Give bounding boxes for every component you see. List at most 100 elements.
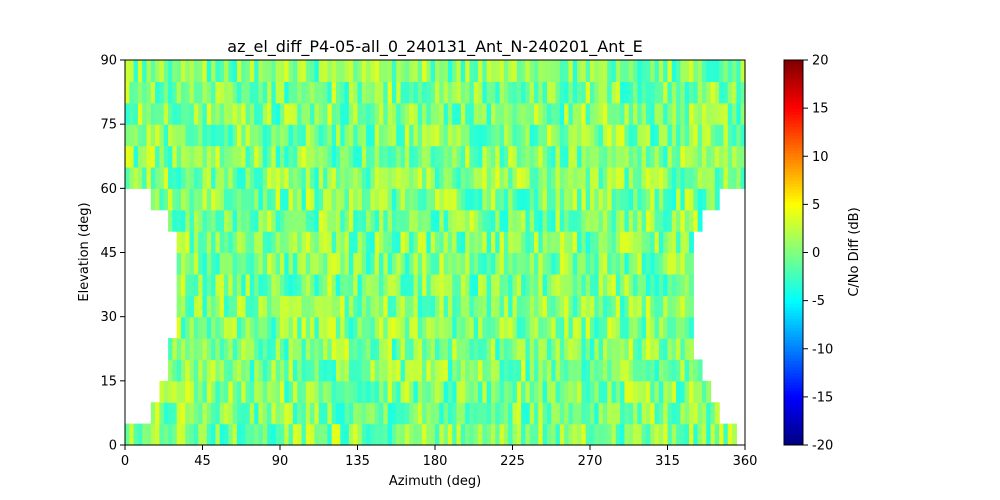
heatmap-cell	[366, 145, 372, 168]
heatmap-cell	[254, 380, 260, 403]
heatmap-cell	[374, 316, 380, 339]
heatmap-cell	[637, 188, 643, 211]
heatmap-cell	[499, 295, 505, 318]
heatmap-cell	[624, 338, 630, 361]
heatmap-cell	[546, 231, 552, 254]
heatmap-cell	[508, 380, 514, 403]
heatmap-cell	[422, 423, 427, 446]
heatmap-cell	[284, 231, 290, 254]
heatmap-cell	[624, 124, 630, 147]
heatmap-cell	[249, 359, 255, 382]
heatmap-cell	[590, 60, 595, 82]
heatmap-cell	[671, 273, 677, 296]
heatmap-cell	[555, 166, 561, 189]
heatmap-cell	[254, 166, 260, 189]
heatmap-cell	[633, 102, 638, 125]
heatmap-cell	[456, 188, 462, 211]
heatmap-cell	[305, 423, 311, 446]
heatmap-cell	[396, 81, 402, 104]
heatmap-cell	[551, 380, 557, 403]
heatmap-cell	[447, 252, 453, 275]
heatmap-cell	[219, 295, 225, 318]
heatmap-cell	[680, 402, 686, 425]
heatmap-cell	[572, 60, 578, 82]
heatmap-cell	[633, 423, 638, 446]
heatmap-cell	[581, 209, 587, 232]
heatmap-cell	[249, 145, 255, 168]
heatmap-cell	[710, 124, 716, 147]
heatmap-cell	[546, 145, 552, 168]
heatmap-cell	[314, 295, 320, 318]
heatmap-cell	[568, 145, 574, 168]
heatmap-cell	[206, 252, 212, 275]
heatmap-cell	[219, 209, 225, 232]
heatmap-cell	[383, 252, 389, 275]
heatmap-cell	[671, 124, 677, 147]
heatmap-cell	[379, 423, 384, 446]
heatmap-cell	[249, 231, 255, 254]
heatmap-cell	[486, 209, 492, 232]
colorbar-segment	[784, 387, 803, 392]
heatmap-cell	[168, 402, 173, 425]
heatmap-cell	[344, 295, 350, 318]
heatmap-cell	[710, 423, 716, 446]
heatmap-cell	[241, 102, 247, 125]
heatmap-cell	[387, 231, 393, 254]
heatmap-cell	[551, 316, 557, 339]
heatmap-cell	[301, 252, 307, 275]
colorbar-segment	[784, 192, 803, 196]
heatmap-cell	[572, 252, 578, 275]
heatmap-cell	[727, 124, 733, 147]
heatmap-cell	[215, 209, 221, 232]
heatmap-cell	[361, 273, 367, 296]
heatmap-cell	[534, 188, 539, 211]
heatmap-cell	[594, 359, 600, 382]
heatmap-cell	[163, 423, 169, 446]
heatmap-cell	[198, 102, 204, 125]
heatmap-cell	[516, 359, 522, 382]
heatmap-cell	[404, 252, 410, 275]
heatmap-cell	[228, 81, 234, 104]
heatmap-cell	[602, 273, 608, 296]
heatmap-cell	[714, 124, 720, 147]
heatmap-cell	[538, 423, 544, 446]
heatmap-cell	[680, 231, 686, 254]
heatmap-cell	[254, 209, 260, 232]
heatmap-cell	[671, 231, 677, 254]
heatmap-cell	[176, 316, 182, 339]
heatmap-cell	[645, 380, 651, 403]
heatmap-cell	[594, 166, 600, 189]
heatmap-cell	[581, 145, 587, 168]
heatmap-cell	[693, 60, 699, 82]
heatmap-cell	[262, 402, 268, 425]
colorbar-segment	[784, 201, 803, 205]
heatmap-cell	[245, 81, 251, 104]
heatmap-cell	[572, 359, 578, 382]
heatmap-cell	[495, 231, 501, 254]
heatmap-cell	[267, 252, 272, 275]
heatmap-cell	[689, 380, 694, 403]
heatmap-cell	[142, 102, 148, 125]
heatmap-cell	[133, 166, 139, 189]
heatmap-cell	[383, 102, 389, 125]
heatmap-cell	[391, 316, 397, 339]
heatmap-cell	[650, 166, 656, 189]
heatmap-cell	[736, 124, 742, 147]
heatmap-cell	[499, 252, 505, 275]
heatmap-cell	[180, 423, 186, 446]
heatmap-cell	[331, 423, 337, 446]
heatmap-cell	[241, 81, 247, 104]
heatmap-cell	[409, 423, 415, 446]
heatmap-cell	[633, 166, 638, 189]
colorbar-segment	[784, 114, 803, 118]
heatmap-cell	[577, 231, 582, 254]
heatmap-cell	[232, 423, 238, 446]
heatmap-cell	[142, 145, 148, 168]
heatmap-cell	[443, 380, 449, 403]
heatmap-cell	[314, 124, 320, 147]
heatmap-cell	[236, 338, 242, 361]
heatmap-cell	[435, 402, 440, 425]
heatmap-cell	[383, 124, 389, 147]
colorbar-segment	[784, 420, 803, 425]
heatmap-cell	[676, 124, 682, 147]
